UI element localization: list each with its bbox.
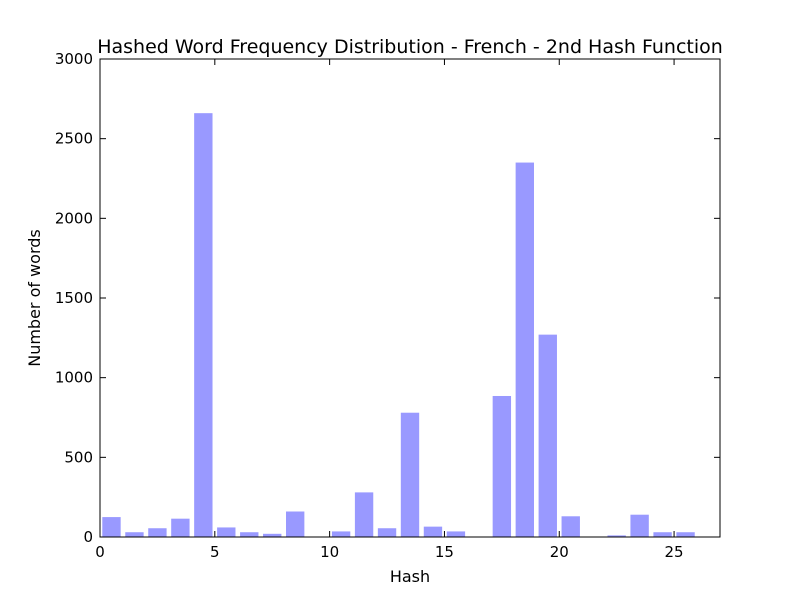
bar-hash-13 <box>400 412 420 537</box>
x-tick-label: 20 <box>550 543 569 561</box>
y-tick-label: 0 <box>83 528 93 546</box>
y-tick-label: 2500 <box>55 130 93 148</box>
y-tick-label: 1000 <box>55 369 93 387</box>
bar-hash-11 <box>354 492 374 537</box>
x-tick-label: 5 <box>210 543 220 561</box>
bar-hash-18 <box>515 162 534 538</box>
bar-hash-5 <box>217 527 236 537</box>
bar-hash-0 <box>102 517 121 537</box>
x-tick-label: 25 <box>665 543 684 561</box>
bar-hash-4 <box>194 113 213 537</box>
bar-hash-1 <box>125 532 144 537</box>
bar-hash-20 <box>561 516 580 537</box>
x-axis-ticks: 0 5 10 15 20 25 <box>95 59 684 561</box>
chart-title: Hashed Word Frequency Distribution - Fre… <box>97 36 723 58</box>
bar-hash-19 <box>538 334 557 537</box>
x-axis-label: Hash <box>390 567 430 586</box>
bar-hash-7 <box>263 533 282 537</box>
y-tick-label: 2000 <box>55 209 93 227</box>
bar-hash-17 <box>492 395 512 537</box>
y-axis-ticks: 0 500 1000 1500 2000 2500 3000 <box>55 50 720 546</box>
bar-hash-6 <box>240 532 259 537</box>
y-tick-label: 500 <box>64 448 93 466</box>
bar-hash-2 <box>148 528 167 537</box>
bar-hash-24 <box>653 532 672 537</box>
y-axis-label: Number of words <box>25 229 44 367</box>
bars-group <box>102 113 695 538</box>
bar-hash-8 <box>286 511 305 537</box>
y-tick-label: 3000 <box>55 50 93 68</box>
bar-hash-10 <box>331 531 351 537</box>
bar-hash-3 <box>171 518 190 537</box>
bar-hash-25 <box>676 532 695 537</box>
bar-hash-12 <box>377 528 397 537</box>
bar-hash-14 <box>423 526 443 537</box>
x-tick-label: 0 <box>95 543 105 561</box>
bar-hash-15 <box>446 531 466 537</box>
bar-hash-22 <box>607 535 626 537</box>
x-tick-label: 10 <box>320 543 339 561</box>
x-tick-label: 15 <box>435 543 454 561</box>
y-tick-label: 1500 <box>55 289 93 307</box>
bar-hash-23 <box>630 514 649 537</box>
